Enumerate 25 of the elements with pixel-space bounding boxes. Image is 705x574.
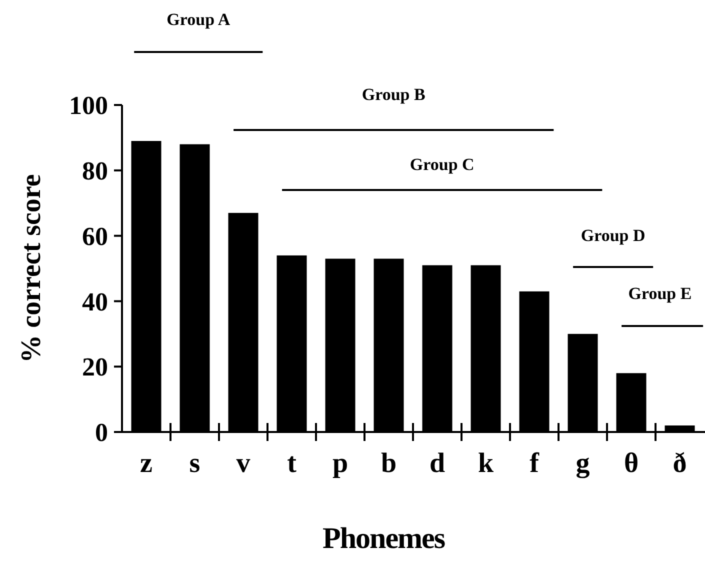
annotation: Group C [410, 155, 474, 174]
y-axis-title: % correct score [16, 174, 47, 363]
y-tick-label: 20 [82, 352, 108, 382]
x-tick-label: d [429, 448, 446, 479]
x-tick-label: θ [624, 448, 639, 479]
y-tick-label: 100 [69, 91, 108, 120]
annotation: Group E [628, 284, 692, 303]
y-tick-label: 80 [82, 156, 108, 186]
x-tick-label: b [380, 448, 397, 479]
x-tick-label: t [287, 448, 298, 479]
x-tick-label: v [236, 448, 250, 479]
y-tick-label: 40 [82, 287, 108, 316]
x-tick-label: s [189, 448, 200, 479]
x-tick-label: f [530, 448, 540, 479]
text: Group B [362, 85, 426, 104]
x-tick-label: p [332, 448, 348, 479]
annotation: Group D [580, 226, 646, 245]
x-tick-label: k [478, 448, 494, 479]
y-tick-label: 0 [95, 418, 108, 448]
x-tick-label: ð [672, 448, 687, 479]
x-tick-label: z [140, 448, 152, 479]
text: Group A [166, 10, 231, 29]
y-tick-label: 60 [82, 222, 108, 251]
x-axis-title: Phonemes [322, 522, 445, 555]
x-tick-label: g [576, 448, 590, 479]
